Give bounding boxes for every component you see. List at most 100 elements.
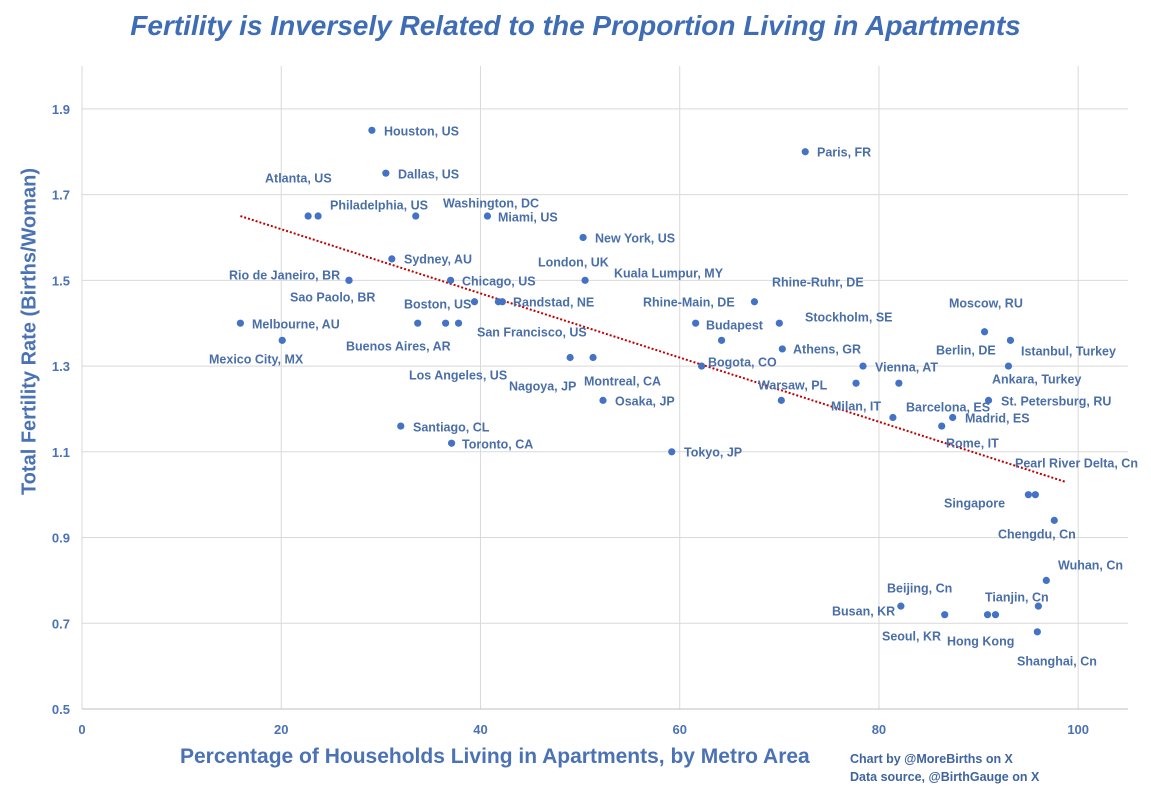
data-point (852, 379, 860, 387)
data-point (388, 255, 396, 263)
data-point (1004, 362, 1013, 370)
data-label: Shanghai, Cn (1017, 655, 1097, 669)
data-point (777, 396, 785, 404)
data-label: Milan, IT (831, 400, 881, 414)
credit-chart-by: Chart by @MoreBirths on X (850, 752, 1013, 766)
data-point (778, 345, 786, 353)
data-label: Nagoya, JP (509, 380, 576, 394)
data-point (668, 448, 676, 456)
data-label: Athens, GR (793, 343, 861, 357)
data-label: Ankara, Turkey (992, 373, 1081, 387)
data-point (447, 439, 456, 447)
data-point (941, 611, 949, 619)
data-point (983, 611, 992, 619)
x-tick-label: 100 (1067, 722, 1089, 737)
data-point (1042, 576, 1050, 585)
data-point (454, 319, 463, 327)
data-label: Dallas, US (398, 168, 459, 182)
data-point (470, 298, 479, 306)
data-point (1024, 491, 1032, 499)
data-label: Vienna, AT (875, 361, 938, 375)
data-point (938, 422, 946, 430)
data-label: Boston, US (404, 298, 471, 312)
data-point (442, 319, 450, 327)
data-label: Stockholm, SE (805, 311, 893, 325)
data-label: Istanbul, Turkey (1021, 345, 1116, 359)
data-point (589, 353, 597, 362)
data-point (801, 148, 809, 156)
data-label: Berlin, DE (936, 344, 996, 358)
data-point (889, 413, 897, 422)
data-label: Warsaw, PL (758, 379, 828, 393)
x-tick-label: 60 (672, 722, 686, 737)
data-point (579, 233, 587, 242)
data-label: Tokyo, JP (684, 446, 742, 460)
credit-data-source: Data source, @BirthGauge on X (850, 770, 1040, 784)
y-tick-label: 1.7 (52, 188, 70, 203)
data-point (278, 336, 286, 344)
data-point (581, 276, 589, 284)
data-label: Busan, KR (832, 605, 895, 619)
data-label: Singapore (944, 497, 1005, 511)
data-label: Rhine-Main, DE (643, 296, 735, 310)
data-point (1033, 628, 1041, 636)
data-point (446, 276, 455, 284)
data-label: Beijing, Cn (887, 582, 952, 596)
data-label: Chengdu, Cn (998, 528, 1076, 542)
data-point (599, 396, 607, 404)
data-label: Sydney, AU (404, 253, 472, 267)
y-tick-label: 0.7 (52, 616, 70, 631)
data-point (897, 602, 905, 610)
data-point (775, 319, 783, 327)
data-point (1034, 602, 1042, 610)
data-label: Rhine-Ruhr, DE (772, 276, 864, 290)
data-label: Rome, IT (946, 437, 999, 451)
data-label: Toronto, CA (462, 438, 533, 452)
data-label: Paris, FR (817, 146, 871, 160)
data-label: Rio de Janeiro, BR (229, 269, 340, 283)
data-label: Sao Paolo, BR (290, 291, 375, 305)
data-point (1006, 336, 1015, 344)
data-label: Washington, DC (443, 197, 539, 211)
data-label: Bogota, CO (708, 356, 777, 370)
data-label: Kuala Lumpur, MY (614, 267, 724, 281)
data-label: Hong Kong (947, 635, 1014, 649)
data-label: St. Petersburg, RU (1001, 395, 1111, 409)
x-tick-label: 20 (274, 722, 288, 737)
data-label: Pearl River Delta, Cn (1015, 457, 1138, 471)
x-tick-label: 80 (872, 722, 886, 737)
x-tick-label: 0 (78, 722, 85, 737)
data-point (414, 319, 422, 327)
data-point (698, 362, 706, 370)
y-tick-label: 1.5 (52, 273, 70, 288)
data-point (717, 336, 726, 344)
data-point (692, 319, 700, 327)
data-label: Miami, US (498, 211, 558, 225)
data-point (991, 611, 1000, 619)
data-point (566, 353, 574, 362)
data-label: Barcelona, ES (906, 401, 990, 415)
data-point (498, 298, 506, 306)
data-label: New York, US (595, 232, 675, 246)
data-label: Moscow, RU (949, 297, 1023, 311)
y-axis-label: Total Fertility Rate (Births/Woman) (18, 167, 41, 496)
data-point (397, 422, 405, 430)
data-label: Budapest (706, 319, 764, 333)
data-label: Philadelphia, US (330, 199, 428, 213)
data-point (895, 379, 903, 387)
data-point (949, 413, 957, 422)
trendline (240, 215, 1066, 483)
data-point (750, 298, 759, 306)
x-axis-label: Percentage of Households Living in Apart… (180, 745, 810, 768)
data-point (984, 396, 993, 404)
data-label: Wuhan, Cn (1058, 559, 1123, 573)
data-label: Madrid, ES (965, 412, 1030, 426)
data-point (1031, 491, 1039, 499)
data-point (859, 362, 867, 370)
data-point (345, 276, 353, 284)
chart-title: Fertility is Inversely Related to the Pr… (130, 10, 1021, 41)
data-point (382, 169, 390, 177)
data-point (1050, 516, 1058, 524)
y-tick-label: 1.1 (52, 445, 70, 460)
data-label: Randstad, NE (513, 296, 594, 310)
